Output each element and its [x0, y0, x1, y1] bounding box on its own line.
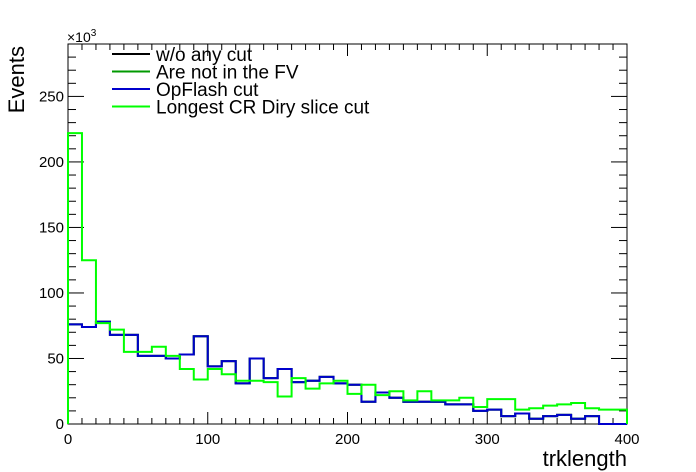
- legend-entry-1: Are not in the FV: [156, 63, 299, 84]
- y-tick-label: 0: [56, 416, 64, 433]
- x-tick-label: 400: [614, 431, 639, 448]
- series-line-3: [67, 132, 628, 424]
- y-exponent-label: ×103: [67, 28, 97, 45]
- labels-layer: 0 100 200 300 400 0 50 100 150 200 250 ×103 trklengt…: [4, 28, 640, 471]
- legend-entry-2: OpFlash cut: [156, 80, 259, 101]
- y-tick-label: 150: [39, 219, 64, 236]
- y-tick-label: 200: [39, 154, 64, 171]
- tick-marks-layer: [67, 43, 628, 425]
- x-tick-label: 100: [195, 431, 220, 448]
- y-axis-title: Events: [4, 46, 29, 113]
- x-tick-label: 300: [475, 431, 500, 448]
- y-tick-label: 100: [39, 285, 64, 302]
- series-layer: [67, 132, 628, 425]
- x-axis-title: trklength: [543, 446, 627, 471]
- y-tick-label: 50: [47, 350, 64, 367]
- x-tick-label: 200: [335, 431, 360, 448]
- y-tick-label: 250: [39, 88, 64, 105]
- legend-entry-3: Longest CR Diry slice cut: [156, 98, 370, 119]
- legend-entry-0: w/o any cut: [155, 45, 253, 66]
- x-tick-label: 0: [64, 431, 72, 448]
